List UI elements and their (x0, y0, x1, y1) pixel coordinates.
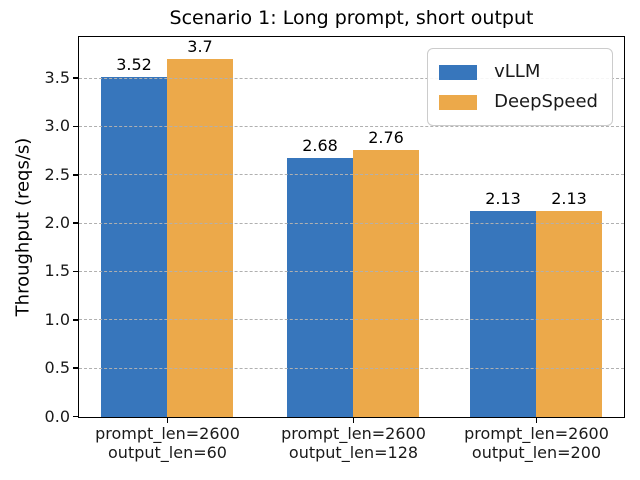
legend-entry-vllm: vLLM (439, 62, 598, 82)
y-tick-mark (73, 415, 78, 418)
legend-swatch-deepspeed (439, 94, 478, 110)
plot-area: 3.52 2.68 2.13 3.7 2.76 2.13 vLLM DeepSpeed (78, 36, 625, 418)
legend-label-vllm: vLLM (494, 61, 541, 82)
x-tick-mark (352, 418, 355, 423)
bar-value-label: 3.52 (116, 54, 152, 74)
y-tick-label: 3.5 (44, 68, 70, 88)
x-tick-label-line: output_len=200 (471, 443, 602, 462)
bar-deepspeed-2 (536, 211, 602, 417)
x-tick-label: prompt_len=2600 output_len=128 (244, 424, 464, 462)
x-tick-label-line: output_len=128 (288, 443, 419, 462)
bar-deepspeed-0 (167, 59, 233, 417)
x-tick-label-line: prompt_len=2600 (95, 424, 240, 443)
bar-vllm-0 (101, 76, 167, 417)
legend: vLLM DeepSpeed (427, 48, 613, 126)
bar-deepspeed-1 (353, 150, 419, 417)
y-tick-label: 1.5 (44, 261, 70, 281)
y-tick-mark (73, 77, 78, 79)
bar-vllm-1 (287, 157, 353, 417)
y-tick-label: 2.5 (44, 164, 70, 184)
x-tick-mark (166, 418, 169, 423)
bar-value-label: 3.7 (187, 37, 213, 57)
legend-swatch-vllm (439, 64, 478, 80)
y-tick-mark (73, 174, 78, 176)
bar-value-label: 2.68 (302, 135, 338, 155)
x-tick-label: prompt_len=2600 output_len=200 (427, 424, 640, 462)
x-tick-label-line: output_len=60 (108, 443, 227, 462)
legend-label-deepspeed: DeepSpeed (494, 91, 598, 112)
y-tick-label: 0.5 (44, 358, 70, 378)
legend-entry-deepspeed: DeepSpeed (439, 92, 598, 112)
y-tick-mark (73, 319, 78, 321)
y-tick-label: 1.0 (44, 309, 70, 329)
bar-value-label: 2.76 (368, 128, 404, 148)
bar-value-label: 2.13 (485, 189, 521, 209)
y-tick-label: 3.0 (44, 116, 70, 136)
x-tick-label: prompt_len=2600 output_len=60 (58, 424, 278, 462)
x-tick-label-line: prompt_len=2600 (464, 424, 609, 443)
y-tick-label: 2.0 (44, 213, 70, 233)
y-tick-mark (73, 125, 78, 128)
y-tick-mark (73, 367, 78, 369)
y-tick-mark (73, 222, 78, 224)
x-tick-mark (535, 418, 538, 423)
plot-inner: 3.52 2.68 2.13 3.7 2.76 2.13 (79, 37, 624, 417)
bar-value-label: 2.13 (551, 189, 587, 209)
bar-vllm-2 (470, 211, 536, 417)
y-tick-mark (73, 270, 78, 273)
y-tick-label: 0.0 (44, 406, 70, 426)
chart-title: Scenario 1: Long prompt, short output (169, 7, 534, 29)
x-tick-label-line: prompt_len=2600 (281, 424, 426, 443)
